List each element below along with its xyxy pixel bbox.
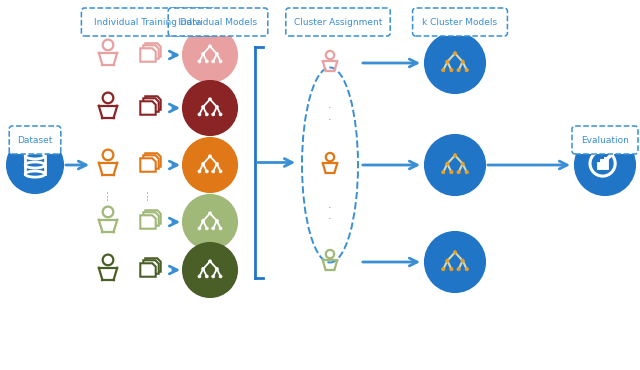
Circle shape: [198, 60, 201, 63]
Text: k Cluster Models: k Cluster Models: [422, 17, 497, 27]
Circle shape: [198, 113, 201, 116]
Polygon shape: [140, 263, 156, 277]
Text: ···: ···: [102, 188, 115, 199]
Circle shape: [209, 260, 211, 263]
Polygon shape: [145, 210, 161, 224]
FancyBboxPatch shape: [413, 8, 508, 36]
Circle shape: [219, 227, 222, 230]
Circle shape: [442, 68, 445, 72]
Polygon shape: [145, 43, 161, 57]
Circle shape: [205, 275, 208, 278]
Circle shape: [209, 45, 211, 48]
Text: Individual Training Data: Individual Training Data: [94, 17, 202, 27]
Ellipse shape: [302, 67, 358, 262]
Circle shape: [212, 227, 214, 230]
Polygon shape: [140, 48, 156, 62]
Circle shape: [183, 28, 237, 82]
Circle shape: [461, 259, 464, 262]
Circle shape: [461, 60, 464, 63]
Circle shape: [198, 227, 201, 230]
Text: ·
·: · ·: [328, 203, 332, 224]
FancyBboxPatch shape: [168, 8, 268, 36]
Circle shape: [453, 250, 457, 254]
Polygon shape: [140, 158, 156, 172]
Circle shape: [202, 105, 205, 108]
Circle shape: [216, 105, 218, 108]
FancyBboxPatch shape: [9, 126, 61, 154]
Circle shape: [453, 154, 457, 157]
Circle shape: [216, 162, 218, 165]
Circle shape: [183, 195, 237, 249]
Text: ·
·: · ·: [328, 103, 332, 125]
Circle shape: [205, 113, 208, 116]
Circle shape: [219, 275, 222, 278]
Polygon shape: [143, 260, 159, 274]
Polygon shape: [140, 215, 156, 229]
Text: Dataset: Dataset: [17, 135, 52, 145]
Circle shape: [465, 268, 468, 271]
Circle shape: [442, 171, 445, 174]
Circle shape: [183, 243, 237, 297]
Polygon shape: [143, 155, 159, 169]
Polygon shape: [145, 258, 161, 272]
Circle shape: [205, 227, 208, 230]
Polygon shape: [143, 98, 159, 112]
Polygon shape: [143, 45, 159, 59]
FancyBboxPatch shape: [81, 8, 214, 36]
Circle shape: [425, 232, 485, 292]
Circle shape: [205, 170, 208, 173]
Text: Cluster Assignment: Cluster Assignment: [294, 17, 382, 27]
Circle shape: [209, 98, 211, 101]
FancyBboxPatch shape: [286, 8, 390, 36]
Text: Evaluation: Evaluation: [581, 135, 629, 145]
Polygon shape: [145, 153, 161, 167]
Circle shape: [445, 259, 449, 262]
Circle shape: [205, 60, 208, 63]
Circle shape: [202, 53, 205, 55]
Circle shape: [202, 268, 205, 270]
Circle shape: [425, 135, 485, 195]
Circle shape: [450, 171, 453, 174]
Circle shape: [465, 171, 468, 174]
Circle shape: [442, 268, 445, 271]
Text: ···: ···: [141, 188, 154, 199]
Circle shape: [209, 155, 211, 158]
Circle shape: [183, 81, 237, 135]
Circle shape: [198, 170, 201, 173]
Circle shape: [445, 60, 449, 63]
Circle shape: [212, 60, 214, 63]
Circle shape: [7, 137, 63, 193]
Circle shape: [212, 275, 214, 278]
Circle shape: [465, 68, 468, 72]
Circle shape: [219, 60, 222, 63]
Circle shape: [216, 53, 218, 55]
Circle shape: [216, 219, 218, 222]
Circle shape: [453, 52, 457, 55]
Circle shape: [212, 113, 214, 116]
Circle shape: [183, 138, 237, 192]
Circle shape: [425, 33, 485, 93]
Circle shape: [212, 170, 214, 173]
Circle shape: [457, 171, 460, 174]
Circle shape: [457, 268, 460, 271]
Circle shape: [575, 135, 635, 195]
Circle shape: [209, 212, 211, 215]
Circle shape: [457, 68, 460, 72]
Circle shape: [450, 68, 453, 72]
FancyBboxPatch shape: [572, 126, 638, 154]
Circle shape: [219, 113, 222, 116]
Circle shape: [202, 219, 205, 222]
Circle shape: [202, 162, 205, 165]
Polygon shape: [143, 212, 159, 226]
Circle shape: [450, 268, 453, 271]
Circle shape: [198, 275, 201, 278]
Polygon shape: [145, 96, 161, 110]
Polygon shape: [140, 101, 156, 115]
Circle shape: [216, 268, 218, 270]
Circle shape: [445, 162, 449, 165]
Circle shape: [219, 170, 222, 173]
Text: Individual Models: Individual Models: [179, 17, 257, 27]
Circle shape: [461, 162, 464, 165]
